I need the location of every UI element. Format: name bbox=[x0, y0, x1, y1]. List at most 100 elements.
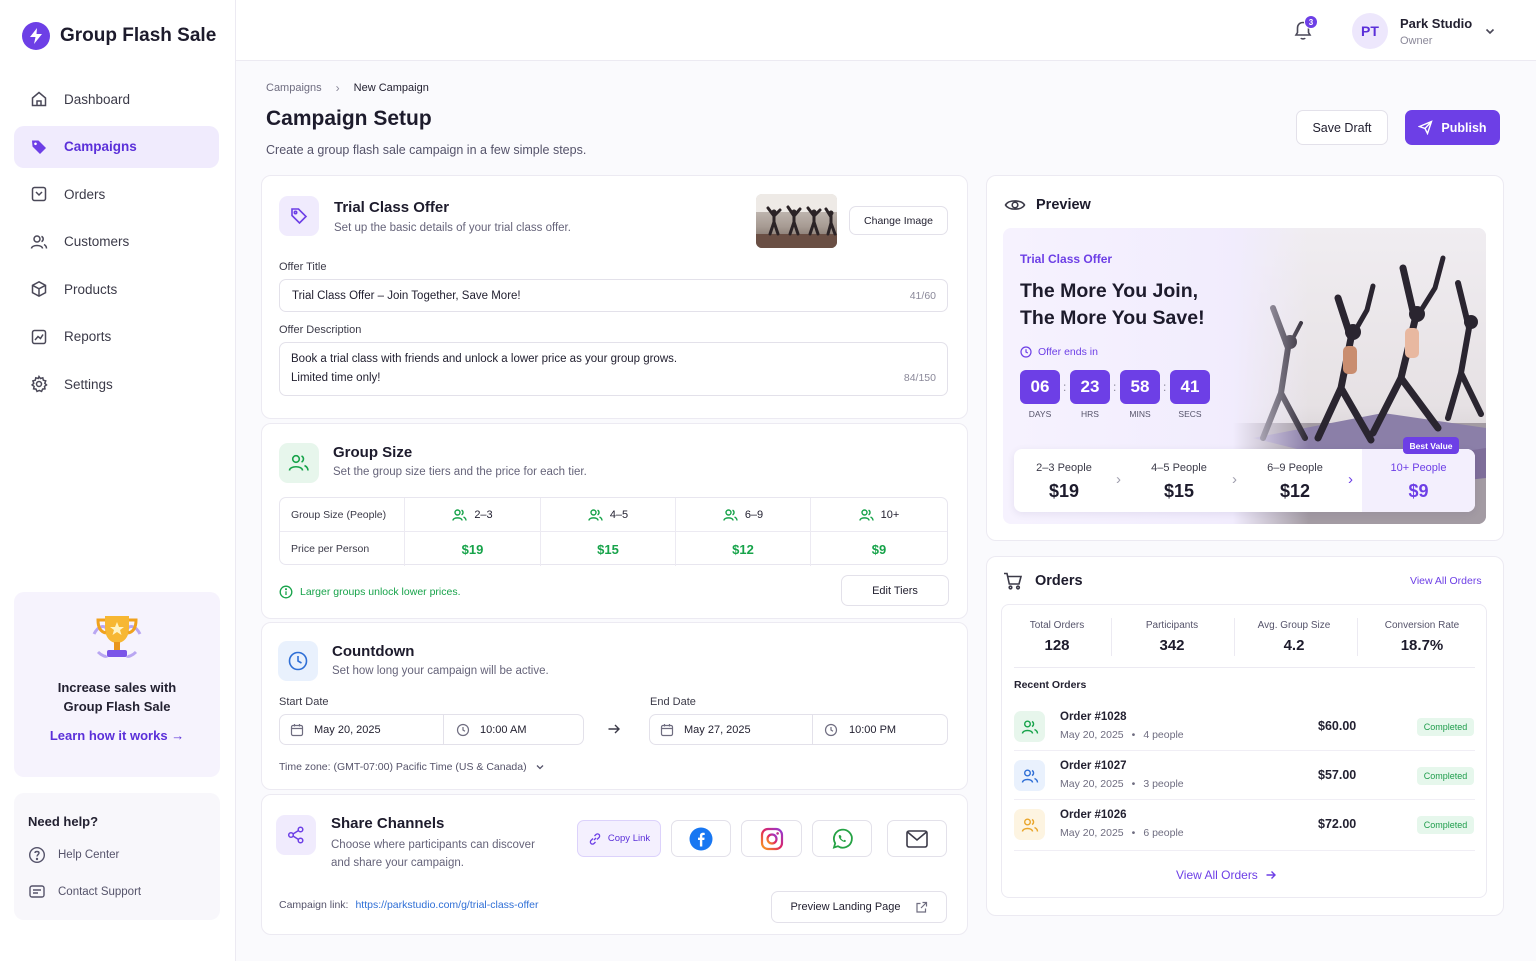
offer-title-input[interactable]: Trial Class Offer – Join Together, Save … bbox=[279, 279, 948, 312]
orders-panel bbox=[1001, 604, 1487, 898]
countdown-hours: 23 bbox=[1070, 370, 1110, 404]
brand-name: Group Flash Sale bbox=[60, 25, 217, 46]
breadcrumb-campaigns[interactable]: Campaigns bbox=[266, 82, 322, 94]
start-time-value[interactable]: 10:00 AM bbox=[480, 724, 527, 736]
preview-title: Preview bbox=[1036, 197, 1091, 213]
share-icon bbox=[276, 815, 316, 855]
group-size-subtitle: Set the group size tiers and the price f… bbox=[333, 466, 587, 478]
countdown-separator: : bbox=[1113, 380, 1117, 394]
end-time-value[interactable]: 10:00 PM bbox=[849, 724, 897, 736]
preview-offer-label: Trial Class Offer bbox=[1020, 252, 1113, 266]
order-meta: May 20, 2025 • 3 people bbox=[1060, 778, 1184, 790]
offer-description-label: Offer Description bbox=[279, 324, 362, 336]
view-all-orders-link[interactable]: View All Orders bbox=[1410, 575, 1482, 587]
save-draft-button[interactable]: Save Draft bbox=[1296, 110, 1388, 145]
tier-price-cell[interactable]: $15 bbox=[541, 532, 676, 566]
order-meta: May 20, 2025 • 6 people bbox=[1060, 827, 1184, 839]
avatar[interactable]: PT bbox=[1352, 13, 1388, 49]
sidebar-item-campaigns[interactable]: Campaigns bbox=[14, 125, 219, 168]
brand[interactable]: Group Flash Sale bbox=[22, 22, 216, 50]
chevron-right-icon: › bbox=[335, 81, 340, 95]
instagram-button[interactable] bbox=[741, 820, 802, 857]
sidebar-item-customers[interactable]: Customers bbox=[14, 221, 219, 263]
learn-how-link[interactable]: Learn how it works → bbox=[49, 728, 185, 743]
clock-icon bbox=[278, 641, 318, 681]
offer-description-textarea[interactable]: Book a trial class with friends and unlo… bbox=[279, 342, 948, 396]
divider bbox=[1014, 667, 1475, 668]
offer-title: Trial Class Offer bbox=[334, 199, 450, 216]
users-icon bbox=[452, 508, 468, 522]
cart-icon bbox=[1003, 572, 1023, 590]
lightning-logo-icon bbox=[22, 22, 50, 50]
start-date-input[interactable]: May 20, 2025 10:00 AM bbox=[279, 714, 584, 745]
countdown-separator: : bbox=[1163, 380, 1167, 394]
order-amount: $60.00 bbox=[1318, 719, 1357, 733]
order-id[interactable]: Order #1026 bbox=[1060, 809, 1127, 821]
countdown-unit: HRS bbox=[1081, 409, 1099, 419]
promo-card: Increase sales with Group Flash Sale Lea… bbox=[14, 592, 220, 777]
tier-size-cell[interactable]: 2–3 bbox=[405, 498, 541, 532]
publish-button[interactable]: Publish bbox=[1405, 110, 1500, 145]
preview-tier-strip: 2–3 People $19 › 4–5 People $15 › 6–9 Pe… bbox=[1014, 449, 1475, 512]
preview-landing-page-button[interactable]: Preview Landing Page bbox=[771, 891, 947, 923]
whatsapp-button[interactable] bbox=[812, 820, 872, 857]
notification-count-badge: 3 bbox=[1304, 15, 1318, 29]
chevron-down-icon[interactable] bbox=[1484, 25, 1496, 37]
tier-price-cell[interactable]: $19 bbox=[405, 532, 541, 566]
chart-icon bbox=[30, 328, 48, 346]
copy-link-button[interactable]: Copy Link bbox=[577, 820, 661, 857]
status-badge: Completed bbox=[1417, 767, 1474, 785]
calendar-icon bbox=[660, 723, 674, 737]
tier-size-cell[interactable]: 10+ bbox=[811, 498, 947, 532]
sidebar-item-reports[interactable]: Reports bbox=[14, 316, 219, 358]
help-center-link[interactable]: Help Center bbox=[28, 846, 119, 864]
users-icon bbox=[723, 508, 738, 522]
start-date-label: Start Date bbox=[279, 696, 329, 708]
tier-price-cell[interactable]: $9 bbox=[871, 541, 887, 557]
tag-outline-icon bbox=[279, 196, 319, 236]
campaign-link-row: Campaign link: https://parkstudio.com/g/… bbox=[279, 899, 539, 911]
orders-card bbox=[986, 556, 1504, 916]
user-role: Owner bbox=[1400, 35, 1433, 47]
chevron-right-icon: › bbox=[1116, 471, 1121, 488]
user-name[interactable]: Park Studio bbox=[1400, 16, 1473, 31]
notifications-button[interactable]: 3 bbox=[1292, 15, 1318, 47]
topbar: 3 PT Park Studio Owner bbox=[236, 0, 1536, 61]
contact-support-link[interactable]: Contact Support bbox=[28, 883, 141, 901]
status-badge: Completed bbox=[1417, 718, 1474, 736]
timezone-select[interactable]: Time zone: (GMT-07:00) Pacific Time (US … bbox=[279, 761, 545, 773]
countdown-subtitle: Set how long your campaign will be activ… bbox=[332, 665, 549, 677]
users-icon bbox=[858, 508, 874, 522]
sidebar-item-label: Dashboard bbox=[64, 91, 131, 107]
users-icon bbox=[588, 508, 603, 522]
orders-icon bbox=[30, 185, 48, 203]
help-title: Need help? bbox=[28, 814, 99, 829]
input-divider bbox=[812, 715, 813, 744]
sidebar-item-settings[interactable]: Settings bbox=[14, 363, 219, 405]
email-button[interactable] bbox=[887, 820, 947, 857]
tier-price-cell[interactable]: $12 bbox=[676, 532, 811, 566]
question-circle-icon bbox=[28, 846, 46, 864]
facebook-button[interactable] bbox=[671, 820, 731, 857]
page-subtitle: Create a group flash sale campaign in a … bbox=[266, 143, 587, 157]
edit-tiers-button[interactable]: Edit Tiers bbox=[841, 575, 949, 606]
end-date-input[interactable]: May 27, 2025 10:00 PM bbox=[649, 714, 948, 745]
arrow-right-icon bbox=[1265, 869, 1277, 881]
calendar-icon bbox=[290, 723, 304, 737]
tier-size-cell[interactable]: 6–9 bbox=[676, 498, 811, 532]
order-id[interactable]: Order #1028 bbox=[1060, 711, 1127, 723]
view-all-orders-bottom-link[interactable]: View All Orders bbox=[1176, 868, 1277, 882]
offer-description-count: 84/150 bbox=[903, 372, 936, 384]
campaign-link-url[interactable]: https://parkstudio.com/g/trial-class-off… bbox=[355, 899, 539, 911]
tier-size-cell[interactable]: 4–5 bbox=[541, 498, 676, 532]
countdown-unit: MINS bbox=[1129, 409, 1151, 419]
sidebar-item-dashboard[interactable]: Dashboard bbox=[14, 78, 219, 120]
sidebar-item-orders[interactable]: Orders bbox=[14, 173, 219, 215]
breadcrumb-current: New Campaign bbox=[353, 82, 429, 94]
help-card: Need help? Help Center Contact Support bbox=[14, 793, 220, 920]
facebook-icon bbox=[689, 827, 713, 851]
sidebar-item-products[interactable]: Products bbox=[14, 268, 219, 310]
change-image-button[interactable]: Change Image bbox=[849, 206, 948, 235]
order-id[interactable]: Order #1027 bbox=[1060, 760, 1127, 772]
users-icon bbox=[30, 233, 48, 251]
